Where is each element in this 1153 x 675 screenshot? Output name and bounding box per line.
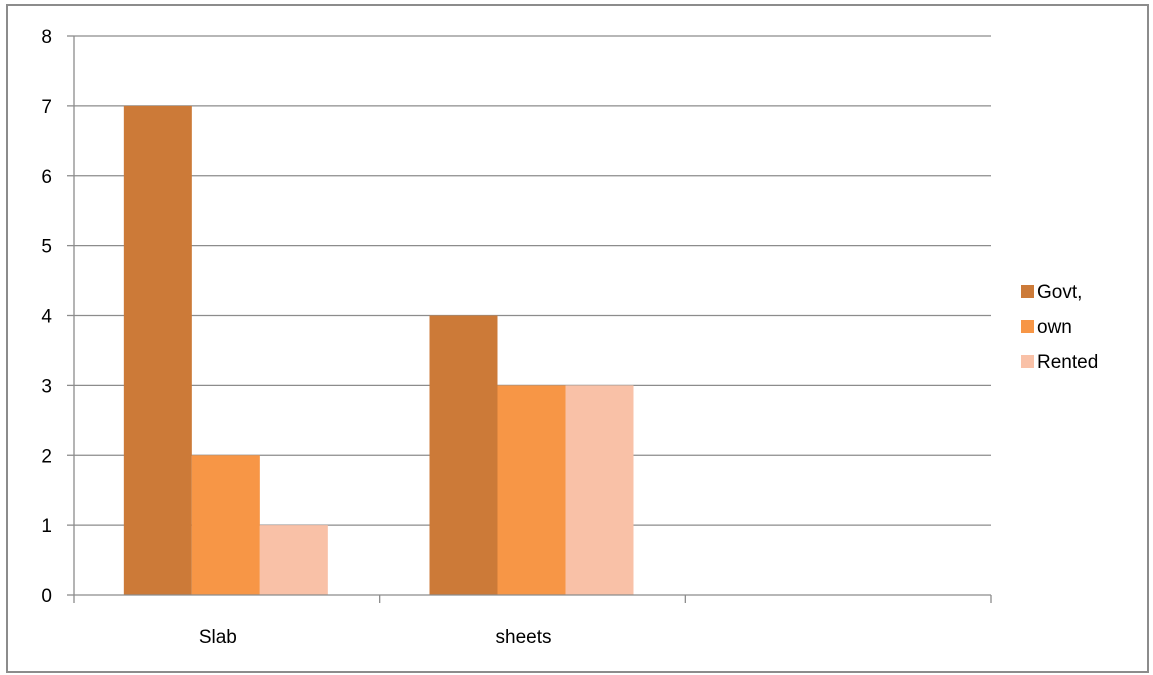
bar-own-sheets — [497, 385, 566, 595]
legend-label: Rented — [1037, 352, 1098, 373]
y-tick-label: 2 — [41, 446, 52, 467]
y-tick-label: 0 — [41, 586, 52, 607]
y-tick-label: 1 — [41, 516, 52, 537]
legend-swatch — [1021, 285, 1034, 298]
axes: 0 1 2 3 4 5 6 7 8 Slab sheets — [41, 27, 992, 648]
legend-swatch — [1021, 355, 1034, 368]
y-tick-label: 4 — [41, 307, 52, 328]
bar-chart: 0 1 2 3 4 5 6 7 8 Slab sheets Govt, own Rented — [41, 27, 1098, 648]
bar-rented-slab — [259, 525, 328, 595]
x-category-label: Slab — [199, 627, 237, 648]
y-tick-label: 8 — [41, 27, 52, 48]
x-category-label: sheets — [496, 627, 552, 648]
bar-govt-slab — [123, 105, 192, 595]
bar-rented-sheets — [565, 385, 634, 595]
chart-area: 0 1 2 3 4 5 6 7 8 Slab sheets Govt, own Rented — [6, 4, 1149, 673]
bars — [123, 105, 634, 595]
y-tick-label: 7 — [41, 97, 52, 118]
bar-own-slab — [191, 455, 260, 595]
bar-govt-sheets — [429, 315, 498, 595]
legend: Govt, own Rented — [1021, 282, 1098, 373]
legend-label: Govt, — [1037, 282, 1082, 303]
y-tick-label: 5 — [41, 237, 52, 258]
y-tick-label: 3 — [41, 376, 52, 397]
y-tick-label: 6 — [41, 167, 52, 188]
legend-label: own — [1037, 317, 1072, 338]
legend-swatch — [1021, 320, 1034, 333]
